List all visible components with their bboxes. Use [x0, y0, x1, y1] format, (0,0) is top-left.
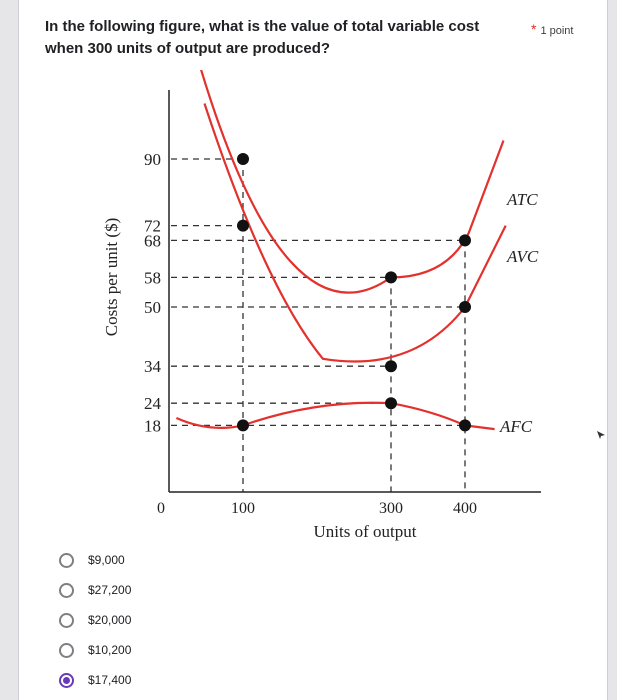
atc-curve [200, 70, 505, 294]
data-point [459, 301, 471, 313]
data-point [237, 219, 249, 232]
answer-option[interactable]: $10,200 [59, 635, 131, 665]
x-tick-label: 400 [453, 500, 477, 517]
x-axis-label: Units of output [314, 522, 417, 541]
data-point [385, 271, 397, 284]
cost-curves-figure: Costs per unit ($) Units of output 90 72 6… [19, 70, 607, 550]
x-tick-label: 300 [379, 500, 403, 517]
avc-label: AVC [506, 247, 539, 266]
cost-curves [175, 70, 507, 431]
data-point [459, 419, 471, 432]
answer-option-label: $20,000 [88, 613, 132, 627]
points-indicator: * 1 point [531, 21, 573, 37]
guide-lines [171, 158, 466, 492]
answer-option-label: $27,200 [88, 583, 132, 597]
x-tick-label: 0 [157, 500, 165, 517]
y-tick-label: 58 [144, 268, 161, 287]
required-asterisk: * [531, 21, 537, 37]
cursor-icon [597, 431, 605, 439]
radio-empty-icon[interactable] [59, 642, 74, 658]
x-tick-label: 100 [231, 500, 255, 517]
question-card: In the following figure, what is the val… [18, 0, 608, 700]
y-tick-label: 34 [144, 357, 162, 376]
radio-empty-icon[interactable] [59, 582, 74, 598]
answer-option[interactable]: $9,000 [59, 545, 131, 575]
data-point [385, 360, 397, 373]
y-tick-label: 72 [144, 217, 161, 236]
y-axis-label: Costs per unit ($) [102, 218, 121, 337]
data-points [237, 153, 471, 432]
answer-options: $9,000 $27,200 $20,000 $10,200 $17,400 [59, 545, 131, 695]
question-text: In the following figure, what is the val… [45, 18, 480, 57]
x-tick-labels: 0 100 300 400 [157, 500, 477, 517]
answer-option[interactable]: $20,000 [59, 605, 131, 635]
cost-curves-chart: Costs per unit ($) Units of output 90 726… [102, 70, 541, 541]
afc-label: AFC [499, 417, 533, 436]
y-tick-label: 24 [144, 394, 162, 413]
radio-empty-icon[interactable] [59, 552, 74, 568]
data-point [459, 234, 471, 247]
avc-curve [203, 103, 507, 363]
answer-option-label: $9,000 [88, 553, 125, 567]
atc-label: ATC [506, 190, 538, 209]
y-tick-label: 18 [144, 416, 161, 435]
answer-option-label: $17,400 [88, 673, 132, 687]
data-point [237, 153, 249, 165]
y-tick-label: 90 [144, 150, 161, 169]
radio-empty-icon[interactable] [59, 612, 74, 628]
y-tick-label: 50 [144, 298, 161, 317]
data-point [237, 419, 249, 432]
y-tick-label: 68 [144, 231, 161, 250]
data-point [385, 397, 397, 410]
answer-option[interactable]: $27,200 [59, 575, 131, 605]
afc-curve [175, 401, 495, 431]
radio-selected-icon[interactable] [59, 672, 74, 688]
answer-option-label: $10,200 [88, 643, 132, 657]
points-label: 1 point [540, 25, 574, 37]
answer-option[interactable]: $17,400 [59, 665, 131, 695]
